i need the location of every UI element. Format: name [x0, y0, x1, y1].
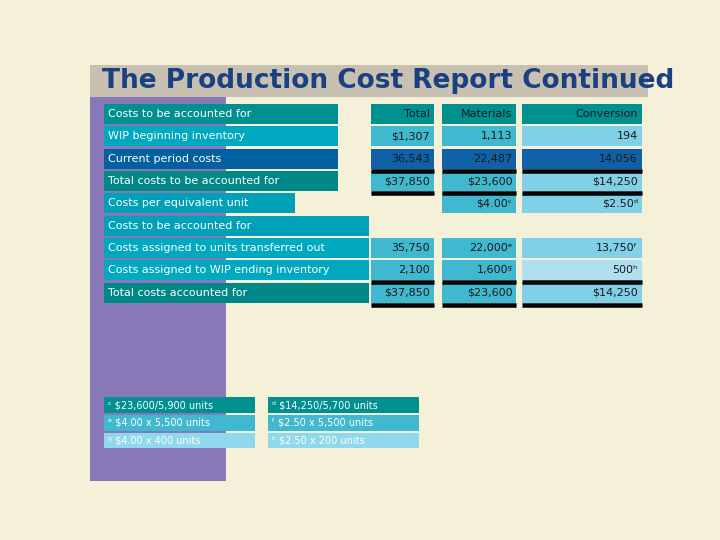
- Text: ᵉ $4.00 x 5,500 units: ᵉ $4.00 x 5,500 units: [108, 418, 210, 428]
- FancyBboxPatch shape: [104, 238, 369, 258]
- FancyBboxPatch shape: [442, 171, 516, 191]
- Text: Materials: Materials: [461, 109, 513, 119]
- FancyBboxPatch shape: [442, 238, 516, 258]
- Text: 500ʰ: 500ʰ: [613, 265, 638, 275]
- FancyBboxPatch shape: [104, 215, 369, 236]
- Text: 194: 194: [616, 131, 638, 141]
- FancyBboxPatch shape: [442, 104, 516, 124]
- FancyBboxPatch shape: [523, 104, 642, 124]
- Text: $14,250: $14,250: [592, 176, 638, 186]
- FancyBboxPatch shape: [523, 238, 642, 258]
- Text: $14,250: $14,250: [592, 288, 638, 298]
- Text: ᶠ $2.50 x 5,500 units: ᶠ $2.50 x 5,500 units: [272, 418, 373, 428]
- Text: Costs assigned to WIP ending inventory: Costs assigned to WIP ending inventory: [108, 265, 329, 275]
- FancyBboxPatch shape: [523, 193, 642, 213]
- Text: 22,487: 22,487: [473, 154, 513, 164]
- Text: Total: Total: [404, 109, 431, 119]
- FancyBboxPatch shape: [442, 260, 516, 280]
- Text: $4.00ᶜ: $4.00ᶜ: [477, 198, 513, 208]
- FancyBboxPatch shape: [269, 433, 419, 448]
- Text: Costs to be accounted for: Costs to be accounted for: [108, 109, 251, 119]
- FancyBboxPatch shape: [523, 126, 642, 146]
- FancyBboxPatch shape: [90, 97, 225, 481]
- Text: 1,600ᵍ: 1,600ᵍ: [477, 265, 513, 275]
- Text: 22,000ᵉ: 22,000ᵉ: [469, 243, 513, 253]
- Text: 1,113: 1,113: [481, 131, 513, 141]
- FancyBboxPatch shape: [104, 283, 369, 303]
- FancyBboxPatch shape: [104, 171, 338, 191]
- FancyBboxPatch shape: [371, 126, 434, 146]
- FancyBboxPatch shape: [90, 65, 648, 97]
- FancyBboxPatch shape: [523, 171, 642, 191]
- FancyBboxPatch shape: [104, 126, 338, 146]
- Text: ᵈ $14,250/5,700 units: ᵈ $14,250/5,700 units: [272, 400, 378, 410]
- FancyBboxPatch shape: [371, 260, 434, 280]
- FancyBboxPatch shape: [269, 397, 419, 413]
- Text: Costs assigned to units transferred out: Costs assigned to units transferred out: [108, 243, 325, 253]
- Text: Costs to be accounted for: Costs to be accounted for: [108, 221, 251, 231]
- FancyBboxPatch shape: [371, 283, 434, 303]
- FancyBboxPatch shape: [371, 238, 434, 258]
- Text: Costs per equivalent unit: Costs per equivalent unit: [108, 198, 248, 208]
- FancyBboxPatch shape: [104, 104, 338, 124]
- FancyBboxPatch shape: [269, 415, 419, 430]
- FancyBboxPatch shape: [442, 126, 516, 146]
- Text: $37,850: $37,850: [384, 176, 431, 186]
- Text: Total costs accounted for: Total costs accounted for: [108, 288, 247, 298]
- Text: The Production Cost Report Continued: The Production Cost Report Continued: [102, 68, 675, 94]
- Text: Current period costs: Current period costs: [108, 154, 221, 164]
- Text: ᵍ $4.00 x 400 units: ᵍ $4.00 x 400 units: [108, 436, 200, 446]
- Text: $2.50ᵈ: $2.50ᵈ: [602, 198, 638, 208]
- Text: ʰ $2.50 x 200 units: ʰ $2.50 x 200 units: [272, 436, 365, 446]
- Text: 13,750ᶠ: 13,750ᶠ: [596, 243, 638, 253]
- FancyBboxPatch shape: [523, 260, 642, 280]
- Text: Total costs to be accounted for: Total costs to be accounted for: [108, 176, 279, 186]
- FancyBboxPatch shape: [104, 397, 255, 413]
- Text: $1,307: $1,307: [392, 131, 431, 141]
- FancyBboxPatch shape: [225, 97, 648, 481]
- FancyBboxPatch shape: [104, 433, 255, 448]
- FancyBboxPatch shape: [523, 283, 642, 303]
- FancyBboxPatch shape: [104, 415, 255, 430]
- Text: 14,056: 14,056: [599, 154, 638, 164]
- Text: Conversion: Conversion: [575, 109, 638, 119]
- FancyBboxPatch shape: [104, 148, 338, 168]
- Text: 36,543: 36,543: [392, 154, 431, 164]
- Text: 2,100: 2,100: [399, 265, 431, 275]
- Text: $23,600: $23,600: [467, 176, 513, 186]
- Text: WIP beginning inventory: WIP beginning inventory: [108, 131, 245, 141]
- FancyBboxPatch shape: [442, 193, 516, 213]
- FancyBboxPatch shape: [104, 193, 295, 213]
- FancyBboxPatch shape: [371, 104, 434, 124]
- Text: ᶜ $23,600/5,900 units: ᶜ $23,600/5,900 units: [108, 400, 213, 410]
- FancyBboxPatch shape: [523, 148, 642, 168]
- Text: 35,750: 35,750: [392, 243, 431, 253]
- FancyBboxPatch shape: [371, 171, 434, 191]
- Text: $23,600: $23,600: [467, 288, 513, 298]
- Text: $37,850: $37,850: [384, 288, 431, 298]
- FancyBboxPatch shape: [442, 148, 516, 168]
- FancyBboxPatch shape: [371, 148, 434, 168]
- FancyBboxPatch shape: [442, 283, 516, 303]
- FancyBboxPatch shape: [104, 260, 369, 280]
